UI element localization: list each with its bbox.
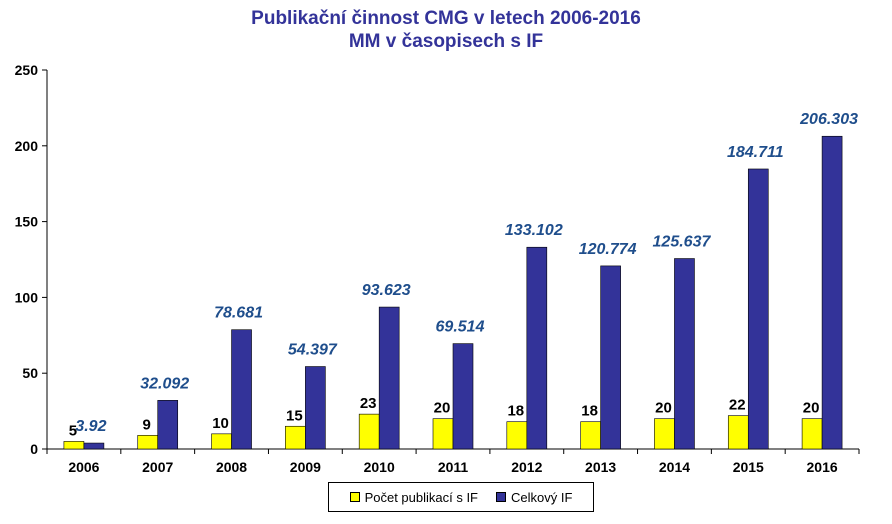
- legend-item-if: Celkový IF: [496, 490, 572, 505]
- x-tick-label: 2015: [733, 459, 764, 475]
- y-tick-label: 0: [30, 441, 38, 457]
- bar-count: [580, 421, 601, 450]
- x-tick-label: 2008: [216, 459, 247, 475]
- bar-count: [137, 435, 159, 450]
- data-label-if: 3.92: [75, 418, 106, 435]
- bar-count: [654, 418, 675, 450]
- data-label-count: 23: [360, 395, 377, 412]
- chart-legend: Počet publikací s IF Celkový IF: [328, 482, 594, 512]
- legend-label-if: Celkový IF: [511, 489, 573, 505]
- y-tick-label: 250: [15, 62, 39, 78]
- bar-if: [378, 306, 400, 450]
- data-label-count: 20: [655, 400, 672, 417]
- bar-if: [83, 442, 105, 450]
- x-tick-label: 2016: [807, 459, 838, 475]
- x-tick-label: 2014: [659, 459, 690, 475]
- x-tick-label: 2009: [290, 459, 321, 475]
- data-label-count: 20: [434, 400, 451, 417]
- bar-if: [452, 343, 474, 450]
- data-label-count: 15: [286, 407, 303, 424]
- bar-if: [600, 265, 621, 450]
- y-tick-label: 100: [15, 289, 39, 305]
- data-label-count: 9: [143, 416, 151, 433]
- chart-subtitle: MM v časopisech s IF: [348, 31, 544, 52]
- data-label-count: 10: [212, 415, 229, 432]
- data-label-if: 78.681: [214, 305, 263, 322]
- bar-if: [821, 135, 843, 450]
- y-tick-label: 200: [15, 138, 39, 154]
- data-label-count: 20: [803, 400, 820, 417]
- bar-if: [305, 366, 326, 450]
- data-label-if: 120.774: [579, 241, 637, 258]
- bar-count: [801, 418, 823, 450]
- bar-if: [231, 329, 252, 450]
- bar-count: [727, 415, 749, 450]
- bar-count: [358, 413, 380, 450]
- x-tick-label: 2011: [438, 459, 469, 475]
- data-label-if: 184.711: [727, 144, 784, 161]
- x-tick-label: 2012: [511, 459, 542, 475]
- x-tick-label: 2013: [585, 459, 616, 475]
- x-tick-label: 2007: [142, 459, 173, 475]
- legend-item-count: Počet publikací s IF: [349, 489, 479, 505]
- legend-swatch-if: [496, 492, 507, 502]
- data-label-count: 18: [581, 403, 598, 420]
- data-label-count: 22: [729, 397, 746, 414]
- data-label-if: 69.514: [436, 319, 485, 336]
- data-label-if: 206.303: [799, 111, 858, 128]
- bar-if: [157, 400, 179, 450]
- y-tick-label: 50: [22, 365, 38, 381]
- bar-count: [285, 425, 306, 450]
- x-tick-label: 2010: [364, 459, 395, 475]
- data-label-count: 5: [69, 422, 77, 439]
- y-tick-label: 150: [15, 214, 39, 230]
- data-label-count: 18: [507, 403, 524, 420]
- bar-count: [432, 418, 454, 450]
- chart-title: Publikační činnost CMG v letech 2006-201…: [251, 8, 641, 29]
- data-label-if: 93.623: [362, 282, 411, 299]
- legend-label-count: Počet publikací s IF: [364, 489, 479, 505]
- data-label-if: 32.092: [140, 375, 189, 392]
- bar-count: [506, 421, 528, 450]
- data-label-if: 133.102: [505, 222, 563, 239]
- data-label-if: 54.397: [288, 342, 338, 359]
- legend-swatch-count: [349, 492, 360, 502]
- x-tick-label: 2006: [68, 459, 99, 475]
- bar-if: [526, 246, 548, 450]
- data-label-if: 125.637: [653, 234, 712, 251]
- bar-count: [63, 441, 85, 450]
- bar-count: [211, 433, 232, 450]
- bar-if: [747, 168, 769, 450]
- bar-if: [674, 258, 695, 450]
